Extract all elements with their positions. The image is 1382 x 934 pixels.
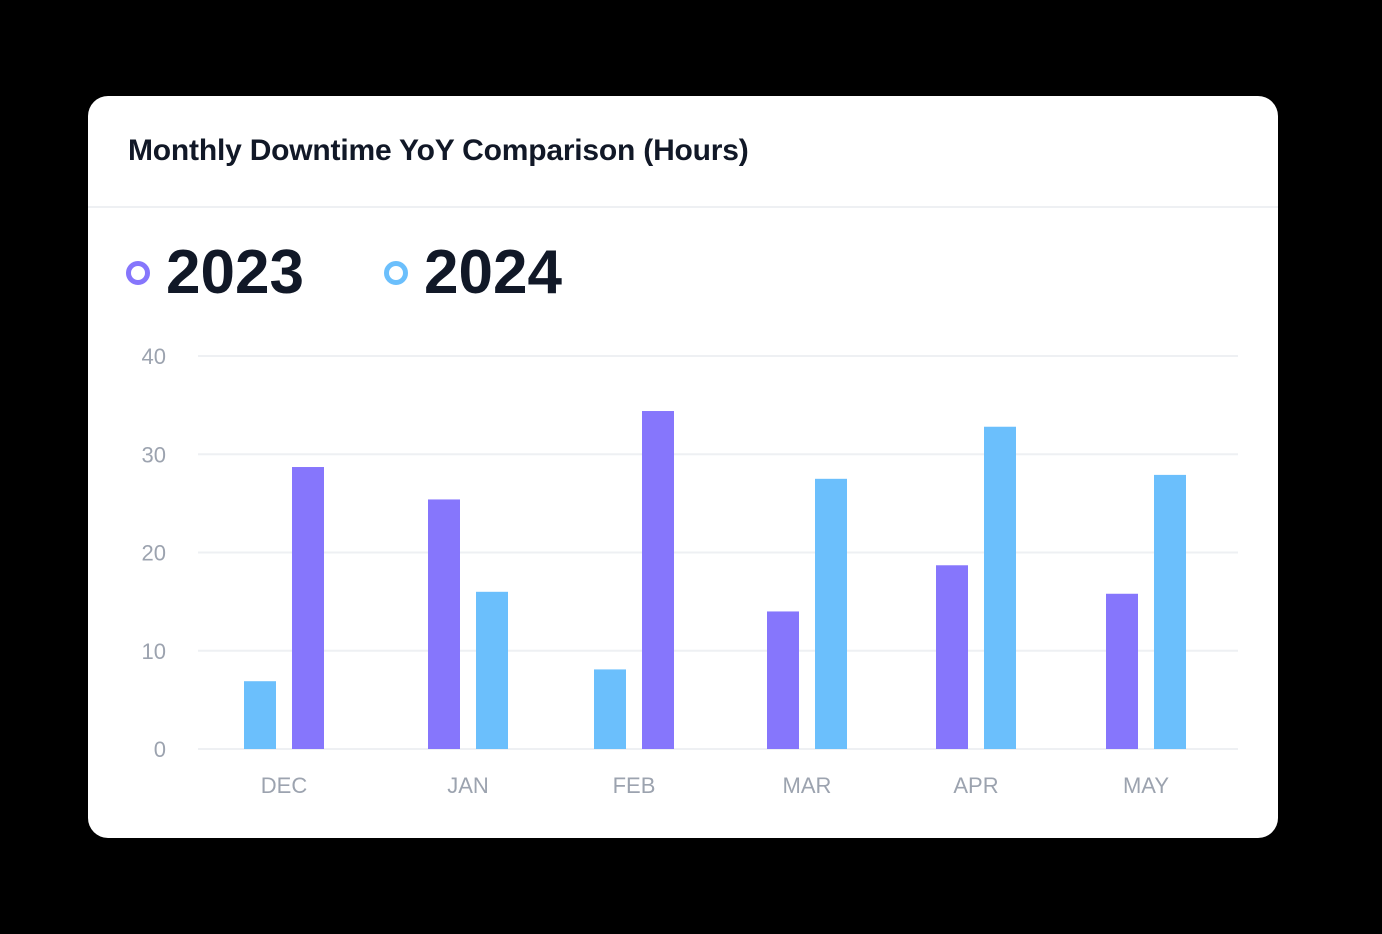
legend-marker-2024 [384,261,408,285]
x-tick-label-apr: APR [953,773,998,798]
bar-dec-2024[interactable] [244,681,276,749]
bar-mar-2024[interactable] [815,478,847,749]
legend-label-2023: 2023 [166,238,304,307]
x-tick-label-mar: MAR [783,773,832,798]
x-tick-label-may: MAY [1123,773,1169,798]
y-tick-label: 0 [154,737,166,762]
bar-feb-2023[interactable] [642,411,674,749]
bar-chart: 0 10 20 30 40 DEC JAN FEB MAR APR MAY [142,344,1238,798]
x-tick-label-jan: JAN [447,773,489,798]
x-tick-label-dec: DEC [261,773,308,798]
legend-label-2024: 2024 [424,238,562,307]
y-tick-label: 20 [142,541,166,566]
bar-mar-2023[interactable] [767,611,799,749]
bar-apr-2023[interactable] [936,565,968,749]
bar-may-2023[interactable] [1106,593,1138,749]
bar-may-2024[interactable] [1154,474,1186,749]
bar-dec-2023[interactable] [292,467,324,749]
chart-card: Monthly Downtime YoY Comparison (Hours) … [88,96,1278,838]
chart-title: Monthly Downtime YoY Comparison (Hours) [128,134,749,167]
y-tick-label: 10 [142,639,166,664]
bar-apr-2024[interactable] [984,426,1016,749]
legend-marker-2023 [126,261,150,285]
y-tick-label: 40 [142,344,166,369]
y-tick-label: 30 [142,442,166,467]
bar-jan-2024[interactable] [476,591,508,749]
card-header: Monthly Downtime YoY Comparison (Hours) [88,96,1278,208]
x-tick-label-feb: FEB [613,773,656,798]
bar-jan-2023[interactable] [428,499,460,749]
bar-feb-2024[interactable] [594,669,626,749]
